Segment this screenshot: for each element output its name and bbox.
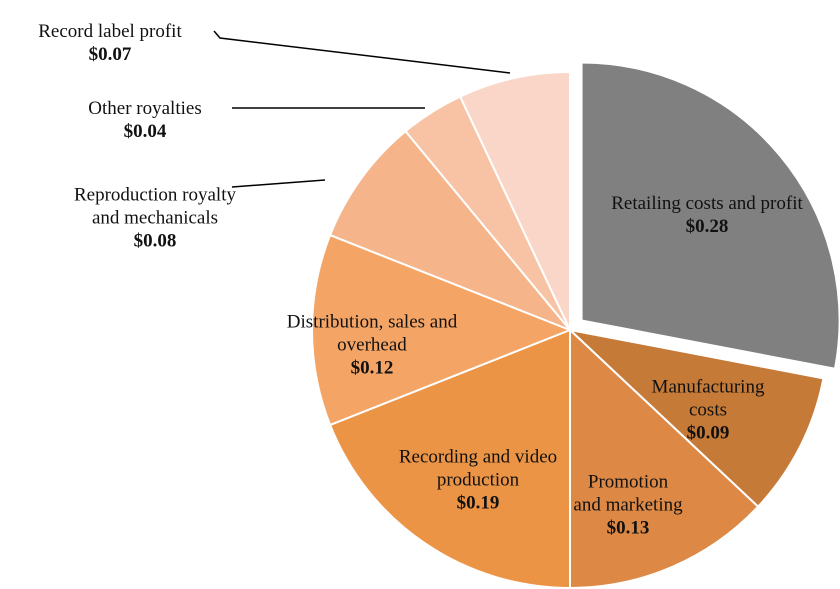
- slice-label: Retailing costs and profit $0.28: [602, 192, 812, 238]
- slice-label: Promotion and marketing $0.13: [573, 471, 683, 540]
- value-label: $0.07: [88, 44, 132, 65]
- slice-label: Other royalties $0.04: [45, 97, 245, 143]
- category-label: Retailing costs and profit: [611, 193, 803, 214]
- value-label: $0.13: [606, 517, 650, 539]
- slice-label: Manufacturing costs $0.09: [638, 376, 778, 445]
- pie-slice: [580, 61, 840, 370]
- category-label: Reproduction royalty and mechanicals: [74, 184, 236, 229]
- value-label: $0.19: [456, 492, 500, 514]
- pie-slice: [458, 70, 571, 331]
- slice-label: Reproduction royalty and mechanicals $0.0…: [70, 184, 240, 253]
- pie-slice: [311, 233, 573, 427]
- pie-slice: [328, 129, 571, 331]
- category-label: Recording and video production: [398, 446, 558, 491]
- value-label: $0.09: [686, 422, 730, 444]
- slice-label: Record label profit $0.07: [0, 20, 220, 66]
- category-label: Distribution, sales and overhead: [286, 311, 458, 356]
- leader-line: [231, 179, 326, 188]
- pie-slice: [566, 328, 825, 509]
- value-label: $0.12: [350, 357, 394, 379]
- pie-slice: [569, 327, 760, 589]
- slice-label: Distribution, sales and overhead $0.12: [272, 311, 472, 380]
- value-label: $0.04: [123, 121, 167, 142]
- value-label: $0.08: [133, 230, 177, 252]
- category-label: Promotion and marketing: [573, 471, 683, 516]
- leader-line: [213, 30, 511, 74]
- category-label: Record label profit: [38, 21, 182, 42]
- pie-slice: [328, 328, 571, 589]
- category-label: Other royalties: [88, 98, 202, 119]
- slice-label: Recording and video production $0.19: [383, 446, 573, 515]
- value-label: $0.28: [685, 216, 729, 237]
- category-label: Manufacturing costs: [651, 376, 765, 421]
